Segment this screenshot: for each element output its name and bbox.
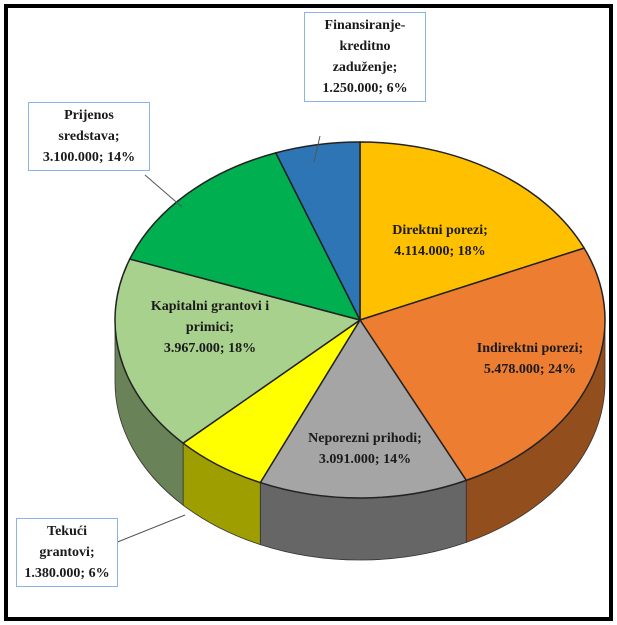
leader-line — [313, 135, 321, 163]
data-label: Neporezni prihodi; 3.091.000; 14% — [300, 428, 430, 470]
value-label: 4.114.000; 18% — [394, 244, 486, 259]
data-label: Direktni porezi; 4.114.000; 18% — [375, 220, 505, 262]
category-label: Tekući grantovi; — [39, 524, 95, 560]
frame — [4, 4, 613, 621]
data-label: Prijenos sredstava; 3.100.000; 14% — [28, 102, 150, 171]
value-label: 5.478.000; 24% — [483, 362, 577, 377]
data-label: Kapitalni grantovi i primici; 3.967.000; … — [140, 296, 280, 359]
slice — [259, 318, 468, 499]
leader-line — [109, 514, 186, 546]
data-label: Finansiranje-kreditno zaduženje; 1.250.00… — [304, 12, 426, 102]
slice — [359, 141, 586, 322]
category-label: Neporezni prihodi; — [308, 431, 422, 446]
value-label: 3.100.000; 14% — [42, 150, 136, 165]
category-label: Kapitalni grantovi i primici; — [150, 299, 270, 335]
slice — [358, 247, 606, 482]
category-label: Prijenos sredstava; — [58, 108, 120, 144]
category-label: Indirektni porezi; — [476, 341, 584, 356]
category-label: Finansiranje-kreditno zaduženje; — [324, 18, 406, 75]
slice — [128, 151, 362, 322]
value-label: 1.250.000; 6% — [322, 81, 408, 96]
leader-line — [144, 174, 183, 208]
slice — [114, 258, 362, 445]
value-label: 3.091.000; 14% — [318, 452, 412, 467]
category-label: Direktni porezi; — [392, 223, 488, 238]
value-label: 3.967.000; 18% — [163, 341, 257, 356]
value-label: 1.380.000; 6% — [24, 566, 110, 581]
data-label: Indirektni porezi; 5.478.000; 24% — [465, 338, 595, 380]
data-label: Tekući grantovi; 1.380.000; 6% — [16, 518, 118, 587]
slice — [274, 141, 361, 321]
